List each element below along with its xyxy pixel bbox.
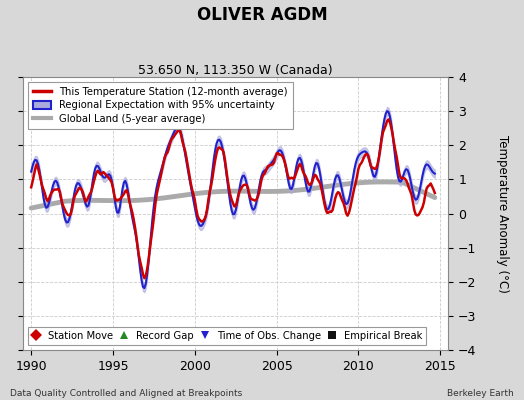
Text: Data Quality Controlled and Aligned at Breakpoints: Data Quality Controlled and Aligned at B…: [10, 389, 243, 398]
Text: Berkeley Earth: Berkeley Earth: [447, 389, 514, 398]
Text: OLIVER AGDM: OLIVER AGDM: [196, 6, 328, 24]
Legend: Station Move, Record Gap, Time of Obs. Change, Empirical Break: Station Move, Record Gap, Time of Obs. C…: [28, 327, 426, 345]
Title: 53.650 N, 113.350 W (Canada): 53.650 N, 113.350 W (Canada): [138, 64, 333, 77]
Y-axis label: Temperature Anomaly (°C): Temperature Anomaly (°C): [496, 135, 509, 292]
